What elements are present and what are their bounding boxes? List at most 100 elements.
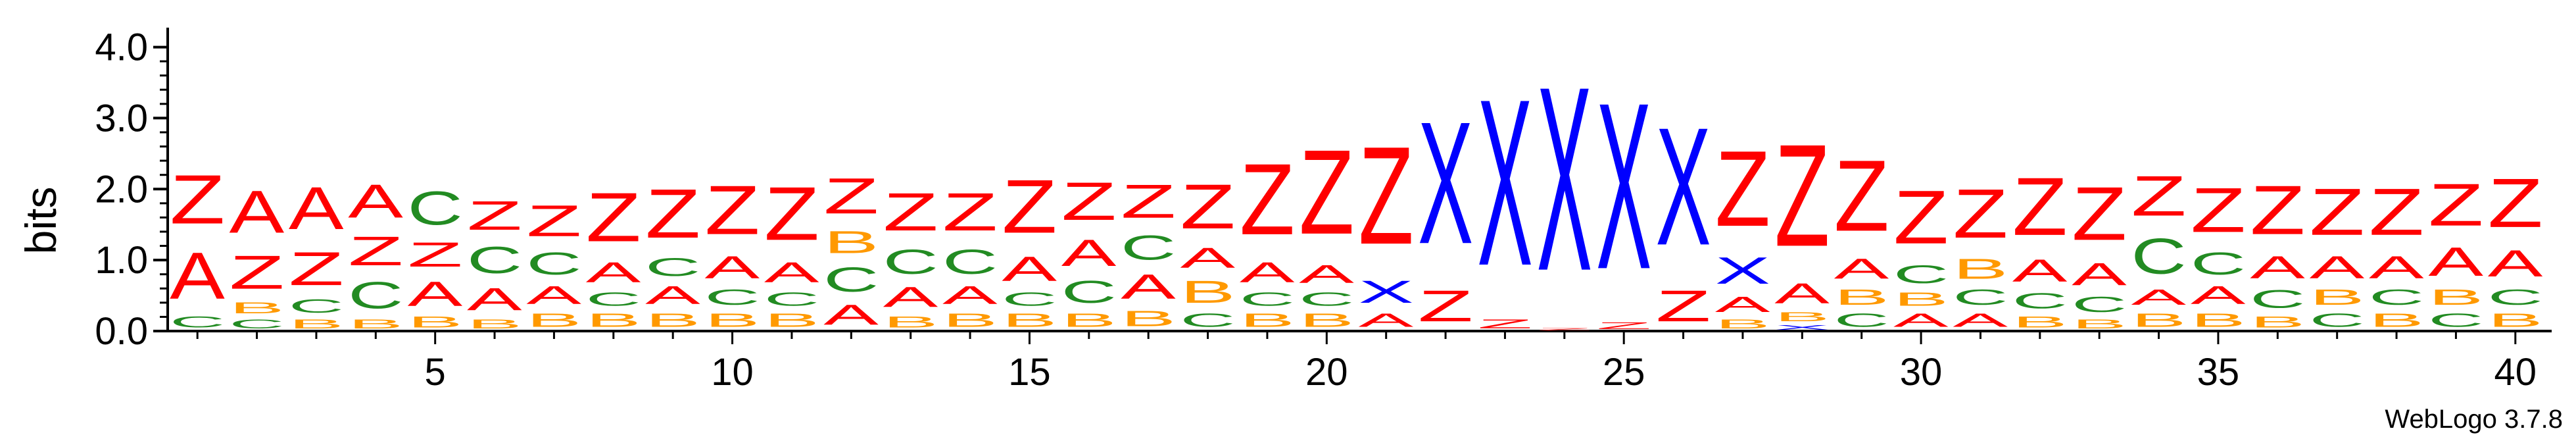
logo-glyph-b: B [1834, 285, 1889, 310]
glyph-letter: A [467, 282, 522, 317]
glyph-letter: A [1061, 232, 1117, 274]
glyph-letter: C [942, 242, 998, 281]
glyph-letter: C [1299, 288, 1354, 309]
logo-glyph-c: C [1002, 288, 1057, 309]
glyph-letter: Z [2191, 175, 2246, 245]
glyph-letter: Z [823, 167, 879, 224]
glyph-letter: A [2072, 257, 2127, 292]
logo-glyph-c: C [170, 313, 225, 331]
logo-glyph-b: B [2428, 285, 2483, 310]
logo-glyph-z: Z [526, 196, 581, 245]
glyph-letter: Z [1359, 117, 1414, 273]
glyph-letter: C [1834, 309, 1889, 330]
logo-glyph-c: C [1893, 261, 1949, 289]
glyph-letter: C [2131, 228, 2187, 284]
logo-glyph-z: Z [1893, 174, 1949, 259]
logo-glyph-z: Z [1240, 143, 1295, 256]
glyph-letter: C [467, 239, 522, 281]
x-tick-label: 20 [1305, 351, 1348, 394]
glyph-letter: A [2428, 239, 2483, 285]
logo-glyph-c: C [348, 274, 403, 317]
logo-glyph-a: A [2131, 285, 2187, 309]
logo-glyph-z: Z [645, 175, 700, 253]
logo-glyph-x: X [1418, 85, 1473, 280]
glyph-letter: Z [2310, 174, 2365, 249]
logo-glyph-c: C [2310, 309, 2365, 330]
glyph-letter: C [1893, 261, 1949, 289]
y-tick-label: 1.0 [95, 239, 148, 282]
glyph-letter: X [1596, 54, 1651, 319]
logo-glyph-b: B [1121, 306, 1176, 331]
logo-glyph-a: A [1774, 278, 1830, 309]
logo-glyph-a: A [2369, 249, 2424, 285]
logo-glyph-x: X [1774, 324, 1830, 331]
glyph-letter: Z [764, 171, 819, 256]
glyph-letter: A [645, 281, 700, 309]
y-tick-label: 4.0 [95, 26, 148, 69]
logo-glyph-a: A [408, 274, 464, 313]
glyph-letter: C [2072, 292, 2127, 317]
logo-glyph-a: A [1061, 232, 1117, 274]
logo-glyph-c: C [408, 182, 463, 235]
glyph-letter: C [2191, 245, 2246, 281]
logo-glyph-b: B [823, 225, 879, 261]
glyph-letter: Z [526, 196, 581, 245]
logo-glyph-b: B [1002, 310, 1057, 331]
logo-glyph-z: Z [1715, 129, 1770, 249]
axes [166, 28, 2552, 332]
glyph-letter: C [2310, 309, 2365, 330]
glyph-letter: X [1477, 50, 1532, 315]
glyph-letter: C [764, 288, 819, 309]
logo-glyph-c: C [289, 296, 344, 317]
glyph-letter: B [645, 310, 700, 331]
glyph-letter: B [2072, 317, 2127, 331]
logo-glyph-a: A [2428, 239, 2483, 285]
logo-glyph-c: C [2012, 288, 2068, 313]
glyph-letter: Z [1893, 174, 1949, 259]
logo-glyph-c: C [883, 242, 938, 281]
logo-glyph-a: A [348, 174, 404, 228]
glyph-letter: A [2488, 242, 2543, 284]
glyph-letter: Z [1953, 175, 2008, 253]
logo-glyph-a: A [823, 299, 879, 330]
glyph-letter: C [2369, 285, 2424, 310]
logo-glyph-z: Z [2488, 165, 2543, 242]
glyph-letter: C [2488, 285, 2543, 310]
glyph-letter: Z [1061, 171, 1117, 231]
glyph-letter: A [1834, 253, 1889, 284]
glyph-letter: C [705, 285, 760, 310]
logo-glyph-a: A [526, 281, 581, 309]
logo-glyph-c: C [2428, 309, 2483, 330]
logo-glyph-a: A [2012, 253, 2068, 289]
logo-glyph-b: B [1715, 317, 1770, 331]
logo-glyph-z: Z [230, 246, 285, 299]
glyph-letter: A [1121, 267, 1177, 306]
logo-glyph-x: X [1537, 32, 1592, 325]
glyph-letter: X [1359, 274, 1414, 310]
glyph-letter: C [2428, 309, 2483, 330]
glyph-letter: A [1953, 310, 2008, 331]
glyph-letter: C [1061, 274, 1117, 309]
logo-glyph-a: A [1002, 249, 1057, 288]
glyph-letter: Z [942, 182, 998, 242]
glyph-letter: A [348, 174, 404, 228]
logo-glyph-z: Z [289, 243, 344, 296]
logo-glyph-b: B [1893, 288, 1949, 309]
logo-glyph-c: C [1061, 274, 1117, 309]
x-tick-label: 10 [711, 351, 754, 394]
glyph-letter: B [1180, 274, 1236, 310]
logo-glyph-a: A [1240, 257, 1295, 288]
logo-glyph-z: Z [1953, 175, 2008, 253]
logo-glyph-z: Z [586, 179, 641, 257]
logo-glyph-z: Z [1002, 164, 1057, 249]
glyph-letter: X [1774, 324, 1830, 331]
logo-glyph-a: A [467, 282, 522, 317]
glyph-letter: A [942, 281, 998, 309]
logo-glyph-a: A [942, 281, 998, 309]
glyph-letter: Z [1180, 172, 1236, 242]
glyph-letter: A [1240, 257, 1295, 288]
glyph-letter: Z [645, 175, 700, 253]
logo-glyph-a: A [2310, 249, 2365, 285]
logo-glyph-a: A [586, 257, 641, 288]
